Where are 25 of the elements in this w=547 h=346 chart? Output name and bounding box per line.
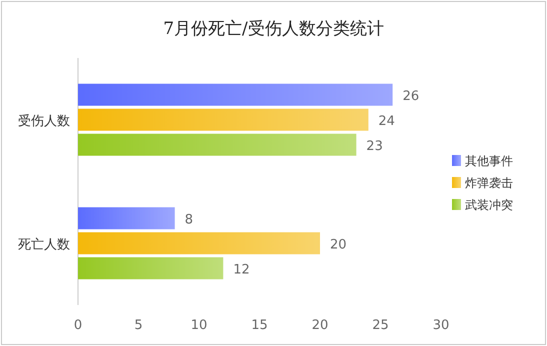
data-label: 8 [184,212,194,228]
x-tick-label: 5 [134,318,143,333]
legend-label: 武装冲突 [465,198,513,212]
y-tick-label: 受伤人数 [18,114,70,129]
chart-title: 7月份死亡/受伤人数分类统计 [163,19,384,39]
bar [78,207,175,230]
legend-label: 其他事件 [465,154,513,168]
legend-label: 炸弹袭击 [465,176,513,190]
y-tick-label: 死亡人数 [18,236,70,252]
data-label: 24 [378,114,395,129]
bar [78,257,224,280]
data-label: 23 [366,138,383,154]
data-label: 26 [402,88,420,104]
x-tick-label: 10 [190,318,208,333]
x-tick-label: 15 [251,318,268,333]
data-label: 20 [330,237,347,252]
bar [78,232,320,254]
bar [78,84,393,106]
data-label: 12 [233,262,250,278]
x-tick-label: 25 [372,318,389,333]
bar [78,108,368,131]
x-tick-label: 20 [312,318,328,333]
x-tick-label: 0 [74,318,82,333]
x-tick-label: 30 [432,318,450,333]
bar [78,134,356,156]
